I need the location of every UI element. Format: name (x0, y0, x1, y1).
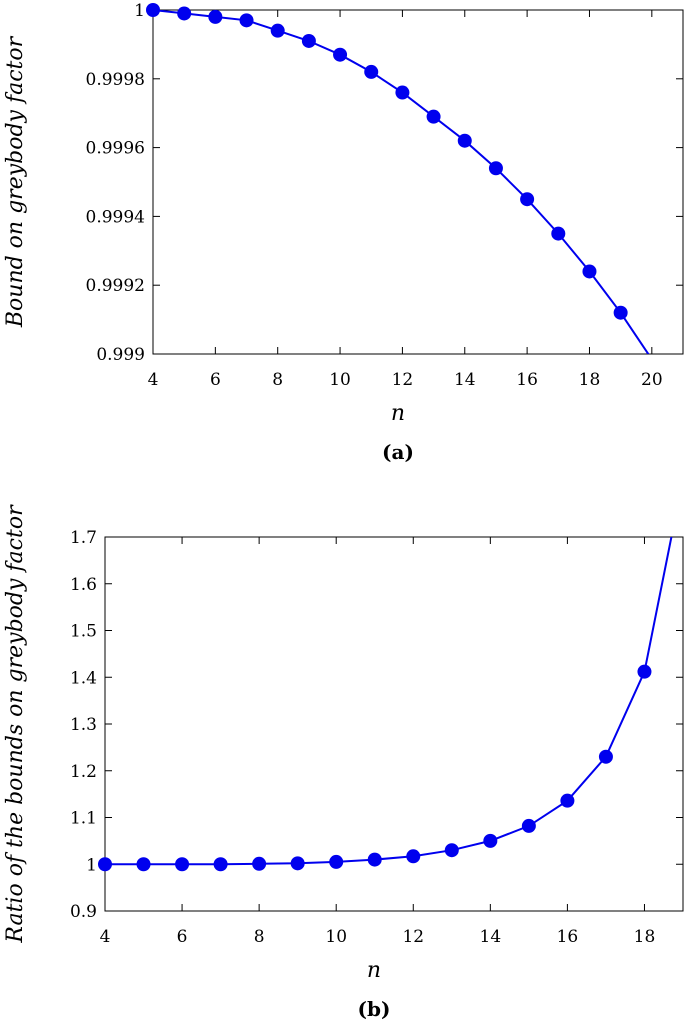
data-point (136, 857, 151, 872)
data-point (488, 161, 503, 176)
plot-frame (104, 536, 684, 912)
y-tick-label: 1.5 (70, 622, 97, 642)
x-axis-label: n (367, 958, 381, 983)
data-point (239, 13, 254, 28)
y-axis-label: Ratio of the bounds on greybody factor (3, 504, 28, 944)
data-point (598, 749, 613, 764)
y-tick-label: 1.2 (70, 762, 97, 782)
panel-label: (b) (358, 997, 391, 1021)
y-tick-label: 1 (134, 1, 145, 21)
x-tick-label: 10 (325, 927, 347, 947)
data-point (301, 33, 316, 48)
data-point (426, 109, 441, 124)
series-line (105, 537, 673, 866)
data-point (364, 64, 379, 79)
x-tick-label: 6 (210, 370, 221, 390)
data-point (444, 843, 459, 858)
x-tick-label: 10 (329, 370, 351, 390)
data-point (290, 856, 305, 871)
data-point (146, 3, 160, 17)
data-point (333, 47, 348, 62)
y-tick-label: 0.9992 (86, 276, 145, 296)
y-tick-label: 1.6 (70, 575, 97, 595)
data-point (175, 857, 190, 872)
x-tick-label: 18 (579, 370, 601, 390)
x-tick-label: 14 (454, 370, 476, 390)
data-point (252, 856, 267, 871)
data-point (560, 793, 575, 808)
panel-label: (a) (382, 440, 414, 464)
x-tick-label: 20 (641, 370, 663, 390)
data-point (551, 226, 566, 241)
x-tick-label: 6 (177, 927, 188, 947)
data-point (395, 85, 410, 100)
data-point (520, 192, 535, 207)
x-tick-label: 18 (634, 927, 656, 947)
data-point (521, 818, 536, 833)
y-tick-label: 1 (86, 855, 97, 875)
x-tick-label: 12 (392, 370, 414, 390)
data-point (270, 23, 285, 38)
x-tick-label: 8 (254, 927, 265, 947)
data-point (177, 6, 192, 21)
x-tick-label: 4 (148, 370, 159, 390)
plot-frame (152, 9, 684, 355)
y-tick-label: 0.9994 (86, 207, 145, 227)
x-tick-label: 16 (557, 927, 579, 947)
chart-a: 4 6 8 10 12 14 16 18 20 0.999 0.9992 0.9994 0.9996 0.… (3, 1, 684, 464)
x-tick-label: 16 (516, 370, 538, 390)
chart-b: 4 6 8 10 12 14 16 18 0.9 1 1.1 1.2 1.3 1.4 1.5 1.6 1.7 n R… (3, 504, 684, 1021)
x-tick-label: 14 (480, 927, 502, 947)
y-tick-label: 1.1 (70, 809, 97, 829)
data-point (457, 133, 472, 148)
data-point (637, 664, 652, 679)
data-point (582, 264, 597, 279)
y-tick-label: 0.9996 (86, 139, 145, 159)
data-point (213, 857, 228, 872)
y-axis-label: Bound on greybody factor (3, 35, 28, 328)
series-line (153, 10, 650, 354)
data-point (329, 854, 344, 869)
y-tick-label: 0.999 (96, 345, 145, 365)
y-tick-label: 0.9 (70, 902, 97, 922)
y-tick-label: 1.4 (70, 668, 97, 688)
x-axis-label: n (391, 401, 405, 426)
x-tick-label: 12 (402, 927, 424, 947)
y-tick-label: 0.9998 (86, 70, 145, 90)
x-tick-label: 4 (100, 927, 111, 947)
data-point (208, 9, 223, 24)
data-point (367, 852, 382, 867)
y-tick-label: 1.3 (70, 715, 97, 735)
data-point (483, 833, 498, 848)
x-tick-label: 8 (272, 370, 283, 390)
data-point (613, 305, 628, 320)
data-point (98, 857, 112, 872)
y-tick-label: 1.7 (70, 528, 97, 548)
data-point (406, 849, 421, 864)
